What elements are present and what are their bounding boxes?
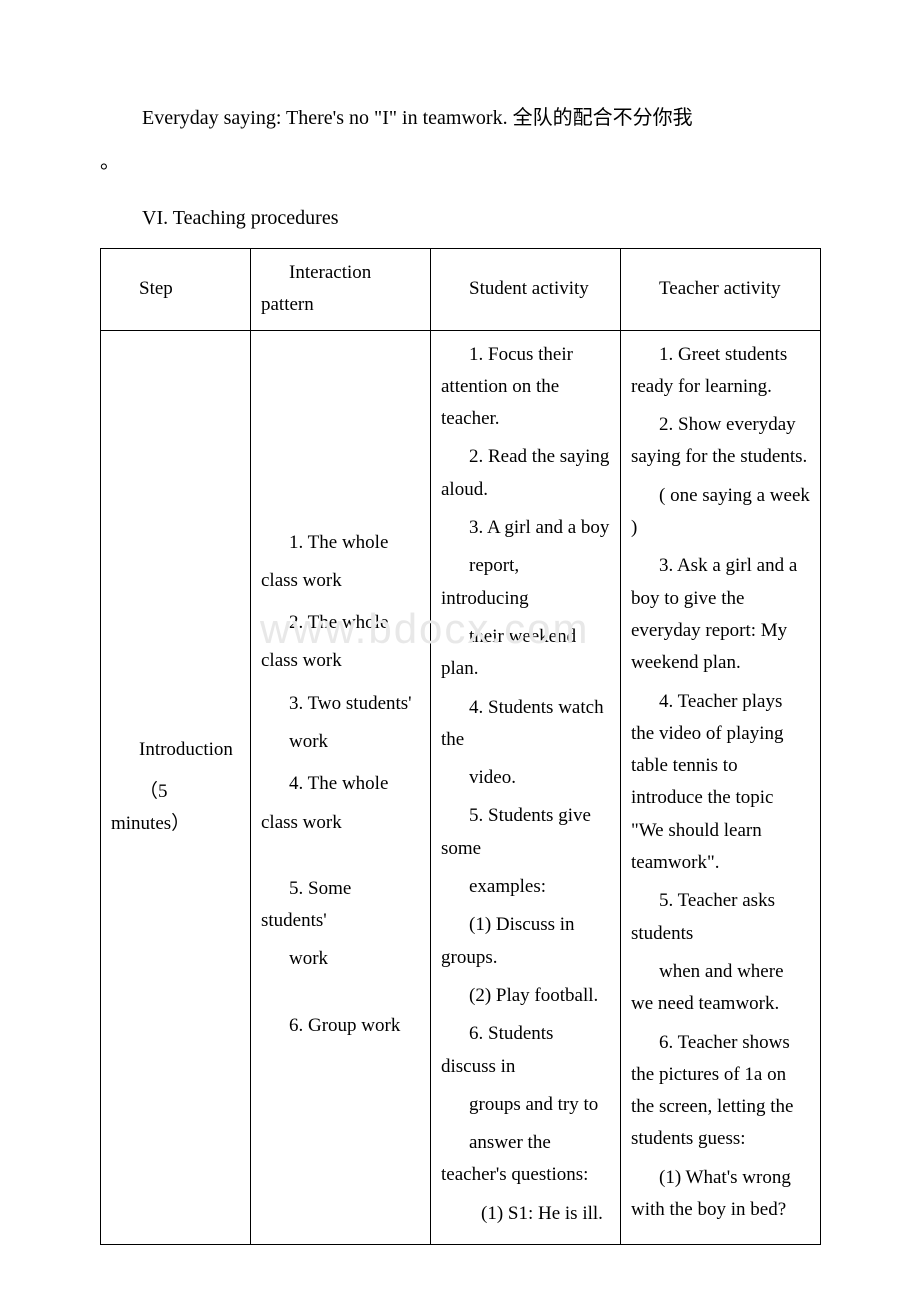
teacher-5a: 5. Teacher asks students [631, 885, 810, 950]
pattern-3a: 3. Two students' [261, 688, 420, 720]
everyday-saying-line2: 。 [100, 144, 820, 180]
student-4b: video. [441, 762, 610, 794]
student-6b: groups and try to [441, 1089, 610, 1121]
student-3c: their weekend plan. [441, 621, 610, 686]
pattern-4a: 4. The whole [261, 768, 420, 800]
student-3b: report, introducing [441, 550, 610, 615]
everyday-saying-line1: Everyday saying: There's no "I" in teamw… [100, 100, 820, 136]
teacher-6a: 6. Teacher shows the pictures of 1a on t… [631, 1027, 810, 1156]
pattern-6a: 6. Group work [261, 1010, 420, 1042]
teacher-3: 3. Ask a girl and a boy to give the ever… [631, 550, 810, 679]
table-row: Introduction （5 minutes） 1. The whole cl… [101, 330, 821, 1244]
header-pattern: Interaction pattern [251, 249, 431, 331]
step-duration: （5 minutes） [111, 776, 240, 841]
teacher-2: 2. Show everyday saying for the students… [631, 409, 810, 474]
teacher-1: 1. Greet students ready for learning. [631, 339, 810, 404]
header-teacher: Teacher activity [621, 249, 821, 331]
cell-pattern: 1. The whole class work 2. The whole cla… [251, 330, 431, 1244]
pattern-1a: 1. The whole [261, 527, 420, 559]
pattern-4b: class work [261, 807, 420, 839]
pattern-3b: work [261, 726, 420, 758]
pattern-2b: class work [261, 645, 420, 677]
student-3a: 3. A girl and a boy [441, 512, 610, 544]
student-5b: examples: [441, 871, 610, 903]
pattern-2a: 2. The whole [261, 607, 420, 639]
student-6d: (1) S1: He is ill. [441, 1198, 610, 1230]
pattern-5a: 5. Some students' [261, 873, 420, 938]
teacher-5b: when and where we need teamwork. [631, 956, 810, 1021]
table-header-row: Step Interaction pattern Student activit… [101, 249, 821, 331]
cell-step: Introduction （5 minutes） [101, 330, 251, 1244]
page-content: Everyday saying: There's no "I" in teamw… [0, 0, 920, 1305]
pattern-1b: class work [261, 565, 420, 597]
student-5c: (1) Discuss in groups. [441, 909, 610, 974]
student-5a: 5. Students give some [441, 800, 610, 865]
cell-teacher: 1. Greet students ready for learning. 2.… [621, 330, 821, 1244]
teacher-4: 4. Teacher plays the video of playing ta… [631, 686, 810, 880]
pattern-5b: work [261, 943, 420, 975]
student-5d: (2) Play football. [441, 980, 610, 1012]
procedures-table: Step Interaction pattern Student activit… [100, 248, 821, 1245]
header-step: Step [101, 249, 251, 331]
teacher-6b: (1) What's wrong with the boy in bed? [631, 1162, 810, 1227]
header-student: Student activity [431, 249, 621, 331]
step-title: Introduction [111, 734, 240, 766]
student-1: 1. Focus their attention on the teacher. [441, 339, 610, 436]
teacher-2b: ( one saying a week ) [631, 480, 810, 545]
student-4a: 4. Students watch the [441, 692, 610, 757]
page-container: www.bdocx.com Everyday saying: There's n… [0, 0, 920, 1305]
student-2: 2. Read the saying aloud. [441, 441, 610, 506]
student-6c: answer the teacher's questions: [441, 1127, 610, 1192]
section-heading: VI. Teaching procedures [100, 200, 820, 236]
cell-student: 1. Focus their attention on the teacher.… [431, 330, 621, 1244]
student-6a: 6. Students discuss in [441, 1018, 610, 1083]
